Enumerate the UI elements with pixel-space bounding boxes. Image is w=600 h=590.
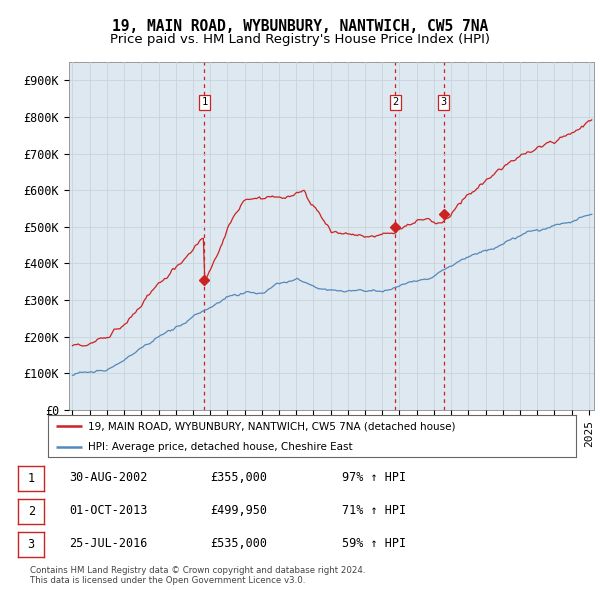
Text: 1: 1	[28, 472, 35, 485]
Text: 97% ↑ HPI: 97% ↑ HPI	[342, 471, 406, 484]
Text: Contains HM Land Registry data © Crown copyright and database right 2024.
This d: Contains HM Land Registry data © Crown c…	[30, 566, 365, 585]
Text: 01-OCT-2013: 01-OCT-2013	[69, 504, 148, 517]
Text: 59% ↑ HPI: 59% ↑ HPI	[342, 537, 406, 550]
Text: 3: 3	[28, 538, 35, 551]
Text: £535,000: £535,000	[210, 537, 267, 550]
Text: Price paid vs. HM Land Registry's House Price Index (HPI): Price paid vs. HM Land Registry's House …	[110, 33, 490, 46]
Text: 2: 2	[392, 97, 398, 107]
Text: 19, MAIN ROAD, WYBUNBURY, NANTWICH, CW5 7NA: 19, MAIN ROAD, WYBUNBURY, NANTWICH, CW5 …	[112, 19, 488, 34]
Text: 71% ↑ HPI: 71% ↑ HPI	[342, 504, 406, 517]
Text: 19, MAIN ROAD, WYBUNBURY, NANTWICH, CW5 7NA (detached house): 19, MAIN ROAD, WYBUNBURY, NANTWICH, CW5 …	[88, 421, 455, 431]
Text: £499,950: £499,950	[210, 504, 267, 517]
Text: £355,000: £355,000	[210, 471, 267, 484]
Text: 25-JUL-2016: 25-JUL-2016	[69, 537, 148, 550]
Text: 1: 1	[202, 97, 208, 107]
Text: 3: 3	[440, 97, 446, 107]
Text: HPI: Average price, detached house, Cheshire East: HPI: Average price, detached house, Ches…	[88, 442, 352, 451]
Text: 2: 2	[28, 505, 35, 518]
Text: 30-AUG-2002: 30-AUG-2002	[69, 471, 148, 484]
